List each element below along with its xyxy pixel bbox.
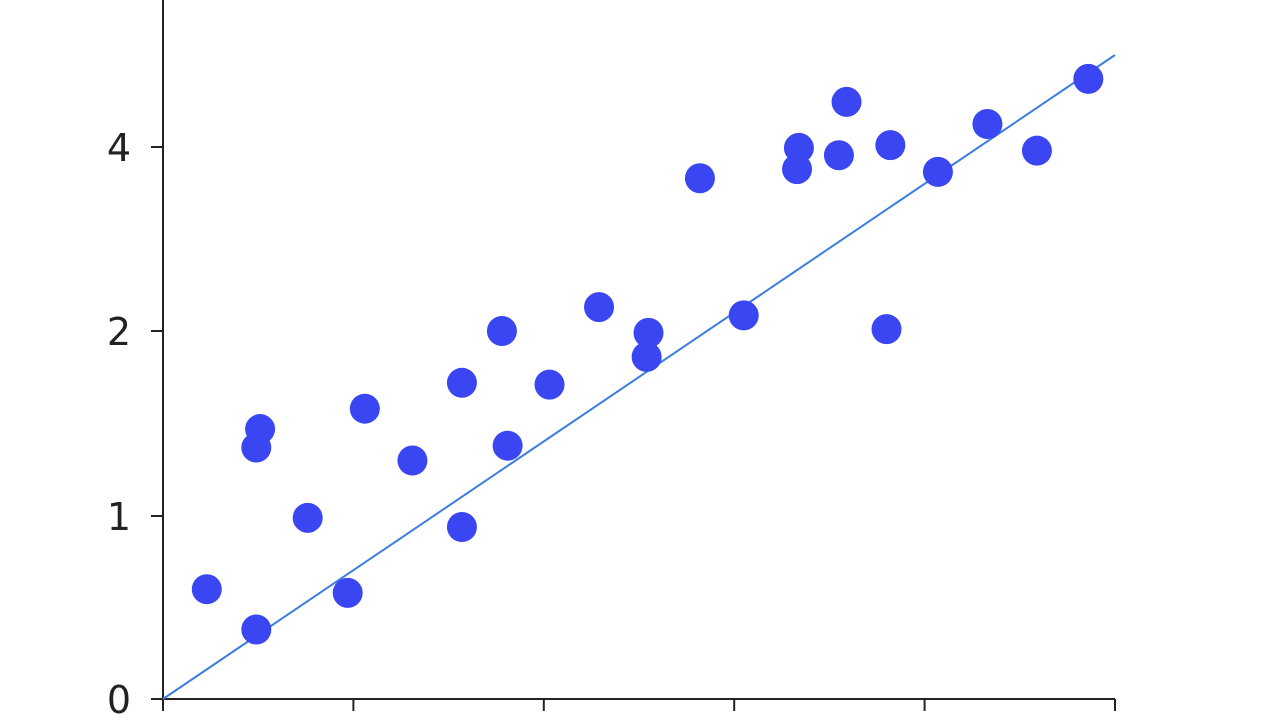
data-point (823, 140, 854, 171)
data-point (631, 341, 662, 372)
y-tick-label: 0 (107, 678, 131, 720)
data-point (1021, 135, 1052, 166)
data-point (1073, 63, 1104, 94)
data-point (446, 367, 477, 398)
data-point (446, 511, 477, 542)
data-point (191, 574, 222, 605)
data-point (241, 614, 272, 645)
data-point (584, 292, 615, 323)
trend-line-group (162, 54, 1116, 700)
trend-line (162, 54, 1116, 700)
data-point (534, 369, 565, 400)
data-point (492, 430, 523, 461)
data-point (486, 316, 517, 346)
data-point (875, 130, 906, 161)
data-point (831, 86, 862, 117)
data-point (245, 414, 276, 445)
y-tick-label: 4 (107, 126, 131, 170)
data-point (349, 393, 380, 424)
data-point (397, 445, 428, 476)
y-tick-label: 2 (107, 310, 131, 354)
data-points (191, 63, 1104, 645)
data-point (972, 109, 1003, 139)
data-point (633, 317, 664, 348)
data-point (292, 502, 323, 533)
data-point (332, 577, 363, 608)
data-point (728, 300, 759, 331)
data-point (783, 132, 814, 163)
data-point (871, 314, 902, 345)
data-point (922, 156, 953, 187)
data-point (684, 163, 715, 194)
axes: 0 1 2 4 (107, 0, 1116, 720)
y-tick-label: 1 (107, 495, 131, 539)
